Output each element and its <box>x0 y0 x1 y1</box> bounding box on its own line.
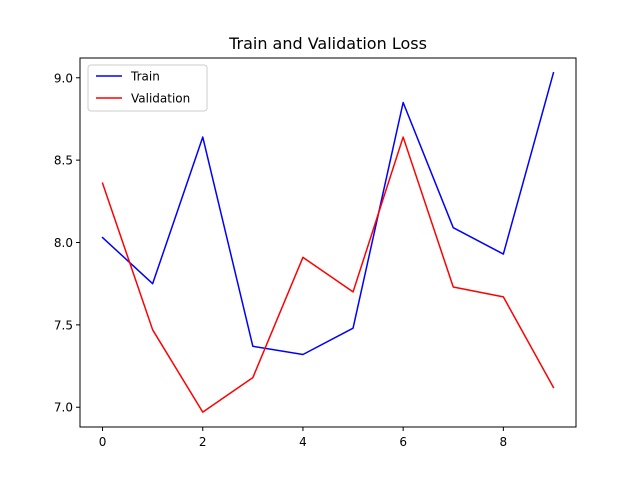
legend-label-train: Train <box>130 70 160 84</box>
x-tick-label: 4 <box>299 435 307 449</box>
y-tick-label: 7.5 <box>54 318 73 332</box>
y-tick-label: 7.0 <box>54 401 73 415</box>
x-tick-label: 0 <box>99 435 107 449</box>
x-tick-label: 2 <box>199 435 207 449</box>
y-axis: 7.0 7.5 8.0 8.5 9.0 <box>54 71 80 415</box>
y-tick-label: 9.0 <box>54 71 73 85</box>
series-lines <box>101 71 555 413</box>
legend-label-validation: Validation <box>131 92 190 106</box>
legend: Train Validation <box>87 64 208 112</box>
chart-title: Train and Validation Loss <box>228 34 427 53</box>
y-tick-label: 8.5 <box>54 154 73 168</box>
series-line-validation <box>101 136 555 413</box>
x-tick-label: 8 <box>500 435 508 449</box>
plot-area <box>79 57 577 428</box>
series-line-train <box>101 71 555 356</box>
y-tick-label: 8.0 <box>54 236 73 250</box>
x-tick-label: 6 <box>399 435 407 449</box>
x-axis: 0 2 4 6 8 <box>99 427 507 449</box>
